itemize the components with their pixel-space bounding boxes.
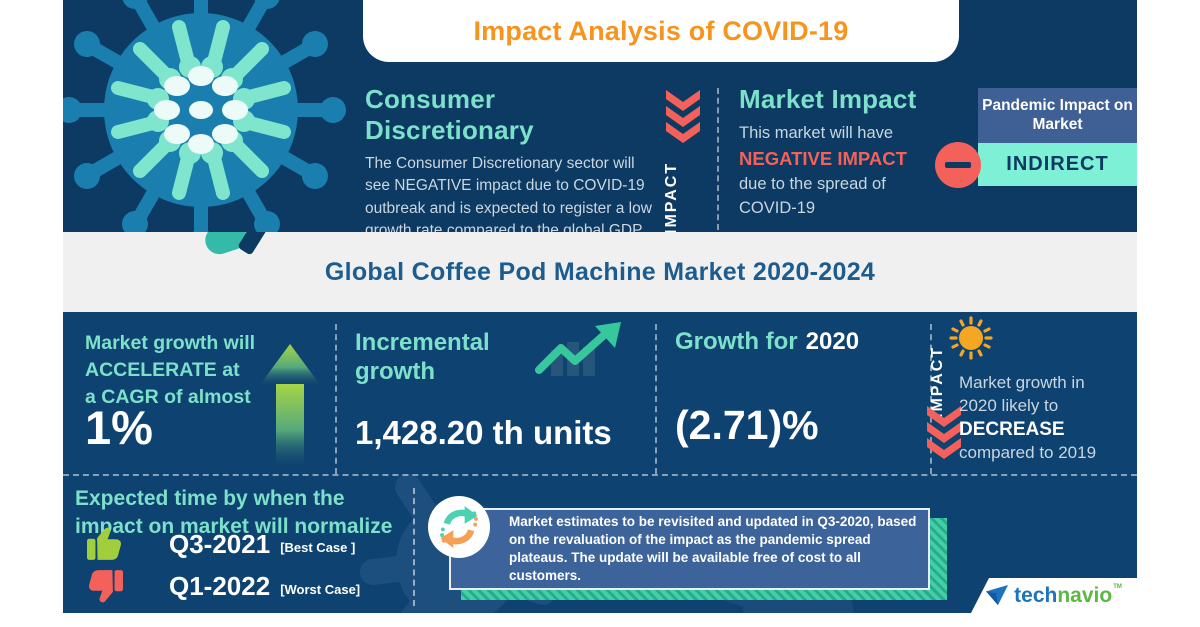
growth-2020-title: Growth for 2020: [675, 328, 859, 356]
impact-2020-highlight: DECREASE: [959, 419, 1065, 441]
worst-case-row: Q1-2022 [Worst Case]: [85, 568, 360, 604]
growth-2020-value: (2.71)%: [675, 402, 819, 448]
best-case-label: [Best Case ]: [280, 539, 356, 555]
stats-divider-1: [335, 324, 337, 474]
market-impact-line3: COVID-19: [739, 199, 816, 218]
top-band: Impact Analysis of COVID-19 Consumer Dis…: [63, 0, 1137, 232]
coronavirus-illustration-icon: [63, 0, 346, 232]
consumer-impact-indicator: IMPACT: [663, 90, 703, 232]
logo-tm: TM: [1113, 583, 1122, 590]
stats-divider-2: [655, 324, 657, 474]
top-dashed-divider: [717, 88, 719, 230]
pandemic-impact-box: Pandemic Impact on Market INDIRECT: [978, 88, 1137, 186]
thumbs-down-icon: [88, 570, 123, 603]
cagr-line2: ACCELERATE at: [85, 358, 240, 381]
growth-title-prefix: Growth for: [675, 328, 798, 355]
cagr-line1: Market growth will: [85, 332, 256, 354]
market-impact-section: Market Impact This market will have NEGA…: [739, 84, 949, 221]
impact-2020-line3: compared to 2019: [959, 443, 1097, 463]
refresh-arrows-icon: [440, 506, 478, 548]
stats-divider-3: [930, 324, 932, 474]
header-title-box: Impact Analysis of COVID-19: [363, 0, 959, 62]
market-title-band: Global Coffee Pod Machine Market 2020-20…: [63, 232, 1137, 312]
best-case-value: Q3-2021: [169, 528, 271, 559]
minus-circle-icon: [935, 142, 981, 188]
market-impact-heading: Market Impact: [739, 84, 917, 114]
page-title: Impact Analysis of COVID-19: [473, 15, 849, 46]
normalize-title-line2: impact on market will normalize: [75, 514, 393, 538]
worst-case-label: [Worst Case]: [280, 581, 361, 597]
incremental-line1: Incremental: [355, 329, 490, 356]
consumer-discretionary-section: Consumer Discretionary The Consumer Disc…: [365, 84, 663, 232]
orange-virus-icon: [949, 316, 993, 360]
normalize-title-line1: Expected time by when the: [75, 487, 345, 510]
pandemic-impact-value: INDIRECT: [978, 142, 1137, 186]
consumer-heading: Consumer Discretionary: [365, 84, 534, 145]
logo-navio: navio: [1057, 583, 1113, 607]
refresh-circle-icon: [428, 496, 490, 558]
up-arrow-icon: [259, 344, 321, 468]
impact-2020-text: Market growth in 2020 likely to DECREASE…: [959, 372, 1129, 465]
market-impact-highlight: NEGATIVE IMPACT: [739, 147, 907, 169]
best-case-row: Q3-2021 [Best Case ]: [85, 526, 355, 562]
pandemic-impact-heading: Pandemic Impact on Market: [978, 88, 1137, 143]
technavio-logo: technavioTM: [971, 578, 1137, 613]
impact-2020-line2: 2020 likely to: [959, 395, 1059, 415]
market-impact-line1: This market will have: [739, 124, 894, 142]
consumer-body: The Consumer Discretionary sector will s…: [365, 155, 652, 232]
market-impact-line2: due to the spread of: [739, 174, 886, 193]
logo-tech: tech: [1014, 583, 1058, 607]
bottom-band: Market growth will ACCELERATE at a CAGR …: [63, 312, 1137, 613]
technavio-triangle-icon: [986, 584, 1009, 605]
thumbs-up-icon: [87, 527, 122, 560]
growth-title-year: 2020: [805, 328, 860, 355]
horizontal-dashed-divider: [63, 474, 1137, 476]
cagr-line3: a CAGR of almost: [85, 385, 251, 408]
content-area: Impact Analysis of COVID-19 Consumer Dis…: [63, 0, 1137, 613]
note-text: Market estimates to be revisited and upd…: [509, 514, 917, 583]
consumer-impact-label: IMPACT: [663, 161, 680, 232]
note-box: Market estimates to be revisited and upd…: [449, 508, 930, 590]
impact-2020-line1: Market growth in: [959, 373, 1085, 392]
chevrons-down-icon: [666, 90, 700, 143]
trend-up-icon: [535, 322, 621, 376]
cagr-stat-text: Market growth will ACCELERATE at a CAGR …: [85, 330, 255, 411]
chevrons-down-icon: [927, 406, 961, 459]
incremental-growth-title: Incremental growth: [355, 328, 490, 387]
normalize-dashed-divider: [413, 488, 415, 606]
cagr-value: 1%: [85, 401, 153, 454]
normalize-title: Expected time by when the impact on mark…: [75, 485, 392, 540]
market-title: Global Coffee Pod Machine Market 2020-20…: [324, 257, 876, 286]
incremental-growth-value: 1,428.20 th units: [355, 414, 612, 451]
worst-case-value: Q1-2022: [169, 570, 271, 601]
incremental-line2: growth: [355, 358, 435, 386]
